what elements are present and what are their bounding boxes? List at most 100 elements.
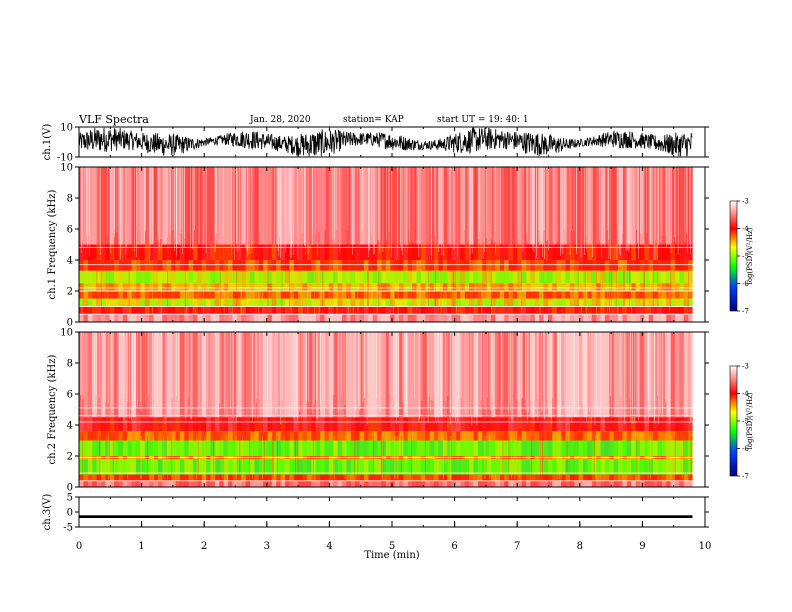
- spectro-cell-2: [591, 332, 597, 418]
- spectro-cell-2: [596, 332, 601, 418]
- spectro-cell-2: [657, 480, 663, 487]
- spectro-cell-1: [276, 291, 281, 299]
- spectro-cell-1: [284, 244, 290, 260]
- spectro-cell-1: [679, 260, 685, 271]
- spectro-cell-2: [109, 459, 115, 475]
- spectro-cell-2: [333, 417, 338, 432]
- spectro-cell-2: [87, 332, 93, 418]
- spectro-cell-1: [433, 260, 439, 271]
- spectro-cell-1: [144, 167, 150, 245]
- spectro-cell-2: [561, 417, 566, 432]
- spectro-cell-2: [683, 474, 689, 481]
- spectro-cell-1: [210, 244, 216, 260]
- spectro-cell-2: [149, 440, 154, 456]
- spectro-cell-1: [604, 298, 610, 307]
- spectro-cell-1: [666, 298, 671, 307]
- spectro-cell-1: [267, 283, 273, 291]
- spectro-cell-2: [468, 431, 474, 441]
- spectro-cell-1: [644, 283, 650, 291]
- spectro-cell-1: [171, 283, 176, 291]
- spectro-cell-2: [574, 440, 579, 456]
- spectro-cell-1: [679, 298, 685, 307]
- spectro-cell-2: [429, 431, 435, 441]
- spectro-cell-1: [517, 260, 522, 271]
- spectro-cell-1: [87, 291, 93, 299]
- spectro-cell-2: [460, 480, 466, 487]
- spectro-cell-1: [346, 270, 352, 284]
- spectro-cell-2: [495, 332, 501, 418]
- spectro-cell-1: [512, 291, 518, 299]
- spectro-cell-1: [416, 298, 422, 307]
- spectro-cell-2: [688, 417, 693, 432]
- spectro-cell-2: [276, 332, 281, 418]
- spectro-cell-2: [666, 440, 671, 456]
- spectro-cell-2: [473, 459, 479, 475]
- spectro-cell-2: [249, 480, 255, 487]
- spectro-cell-2: [670, 440, 676, 456]
- spectro-cell-2: [341, 459, 347, 475]
- spectro-cell-2: [192, 474, 198, 481]
- spectro-cell-1: [166, 306, 172, 315]
- spectro-cell-2: [289, 431, 295, 441]
- spectro-cell-1: [337, 260, 343, 271]
- spectro-cell-1: [83, 314, 89, 322]
- spectro-cell-2: [96, 440, 102, 456]
- spectro-cell-1: [670, 167, 676, 245]
- spectro-cell-1: [403, 244, 409, 260]
- spectro-cell-1: [674, 298, 680, 307]
- spectro-cell-2: [241, 417, 246, 432]
- spectro-cell-1: [381, 260, 387, 271]
- spectro-cell-2: [355, 474, 360, 481]
- spectro-cell-2: [346, 459, 352, 475]
- spectro-cell-1: [192, 167, 198, 245]
- spectro-cell-2: [561, 332, 566, 418]
- spectro-cell-1: [451, 260, 457, 271]
- spectro-cell-1: [653, 314, 658, 322]
- spectro-cell-1: [398, 244, 404, 260]
- spectro-cell-1: [219, 167, 225, 245]
- spectro-cell-2: [368, 480, 373, 487]
- spectro-cell-1: [534, 283, 540, 291]
- spectrogram-ylabel-1: ch.1 Frequency (kHz): [47, 189, 58, 299]
- spectro-cell-1: [92, 306, 97, 315]
- spectro-cell-1: [368, 291, 373, 299]
- spectro-cell-2: [254, 440, 260, 456]
- spectro-cell-1: [504, 298, 509, 307]
- spectro-cell-2: [547, 440, 553, 456]
- spectro-cell-2: [604, 474, 610, 481]
- colorbar-label-1: log(PSD)(V²/Hz): [746, 227, 754, 284]
- spectro-cell-1: [530, 298, 536, 307]
- spectro-cell-1: [92, 260, 97, 271]
- spectro-cell-2: [477, 474, 483, 481]
- spectro-cell-1: [289, 298, 295, 307]
- spectro-cell-1: [171, 314, 176, 322]
- spectro-cell-2: [105, 440, 111, 456]
- spectro-cell-1: [468, 283, 474, 291]
- spectro-cell-1: [587, 283, 593, 291]
- spectro-cell-2: [254, 417, 260, 432]
- spectro-cell-1: [184, 314, 189, 322]
- spectro-cell-2: [232, 440, 238, 456]
- spectro-cell-2: [543, 480, 549, 487]
- spectro-cell-2: [582, 480, 588, 487]
- spectro-cell-1: [525, 260, 531, 271]
- spectro-cell-1: [359, 283, 365, 291]
- spectro-cell-1: [661, 314, 667, 322]
- spectro-cell-2: [539, 459, 544, 475]
- spectro-cell-2: [674, 332, 680, 418]
- spectro-cell-1: [79, 291, 84, 299]
- spectro-cell-1: [311, 283, 317, 291]
- spectro-cell-1: [587, 167, 593, 245]
- spectro-cell-2: [490, 474, 496, 481]
- spectro-cell-1: [534, 270, 540, 284]
- spectro-cell-2: [622, 417, 628, 432]
- spectro-cell-1: [398, 270, 404, 284]
- spectro-cell-1: [267, 167, 273, 245]
- spectro-cell-2: [661, 431, 667, 441]
- spectro-cell-2: [617, 440, 623, 456]
- spectro-cell-1: [574, 314, 579, 322]
- spectro-cell-1: [223, 291, 229, 299]
- spectro-cell-1: [530, 244, 536, 260]
- spectro-cell-1: [337, 291, 343, 299]
- spectro-cell-1: [525, 270, 531, 284]
